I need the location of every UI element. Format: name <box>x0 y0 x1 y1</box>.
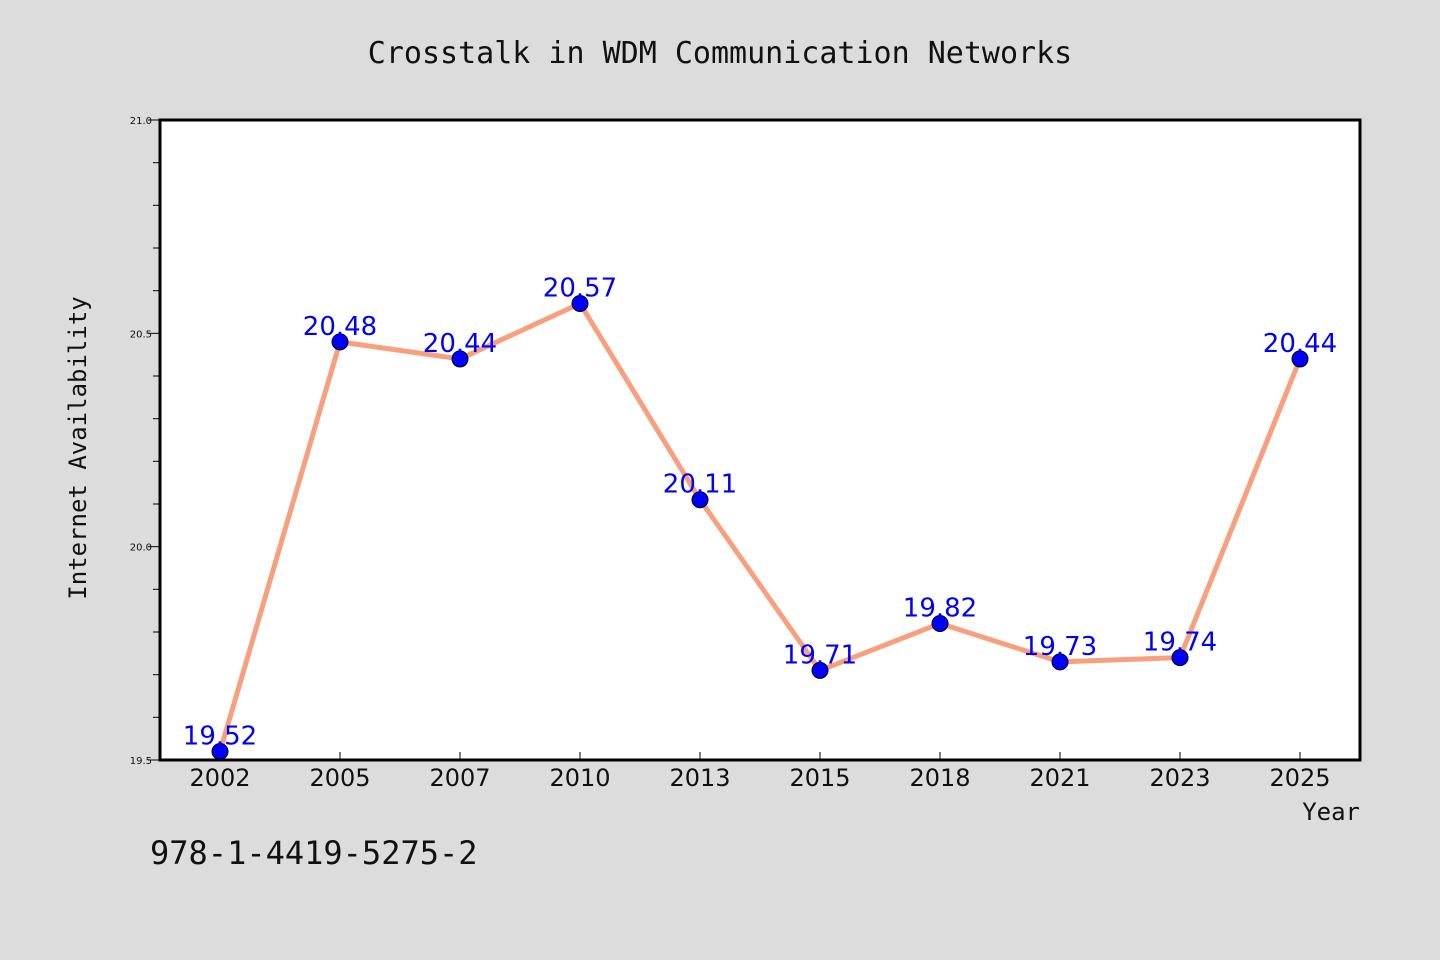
x-tick-label: 2025 <box>1269 764 1330 792</box>
x-tick-label: 2007 <box>429 764 490 792</box>
data-label: 19.52 <box>183 721 257 751</box>
y-tick-label: 19.5 <box>130 756 152 767</box>
data-point <box>1051 653 1069 671</box>
y-axis-label: Internet Availability <box>64 296 92 599</box>
data-label: 19.71 <box>783 640 857 670</box>
x-tick-label: 2023 <box>1149 764 1210 792</box>
x-tick-label: 2002 <box>189 764 250 792</box>
y-tick-label: 20.5 <box>130 329 152 340</box>
x-tick-label: 2018 <box>909 764 970 792</box>
chart-title: Crosstalk in WDM Communication Networks <box>368 36 1072 71</box>
x-tick-label: 2015 <box>789 764 850 792</box>
data-point <box>931 614 949 632</box>
data-label: 19.82 <box>903 593 977 623</box>
plot-area <box>160 120 1360 760</box>
data-label: 20.44 <box>423 329 497 359</box>
data-point <box>811 661 829 679</box>
series-line <box>217 300 1303 754</box>
data-label: 20.57 <box>543 273 617 303</box>
data-label: 19.74 <box>1143 628 1217 658</box>
data-label: 20.44 <box>1263 329 1337 359</box>
x-tick-label: 2021 <box>1029 764 1090 792</box>
data-point <box>331 333 349 351</box>
data-point <box>571 294 589 312</box>
x-tick-label: 2013 <box>669 764 730 792</box>
x-tick-label: 2010 <box>549 764 610 792</box>
x-tick-label: 2005 <box>309 764 370 792</box>
y-tick-label: 20.0 <box>130 543 152 554</box>
data-point <box>451 350 469 368</box>
x-axis-ticks: 2002 2005 2007 2010 2013 2015 2018 2021 2023 2025 <box>189 752 1331 792</box>
data-point <box>1171 649 1189 667</box>
data-label: 19.73 <box>1023 632 1097 662</box>
data-label-layer: 19.52 20.48 20.44 20.57 20.11 19.71 19.82 19.73… <box>183 273 1337 751</box>
plot-frame <box>158 118 1362 762</box>
series-layer <box>211 294 1309 760</box>
data-point <box>1291 350 1309 368</box>
data-label: 20.48 <box>303 312 377 342</box>
data-label: 20.11 <box>663 470 737 500</box>
x-axis-label: Year <box>1302 798 1360 826</box>
data-point <box>691 491 709 509</box>
isbn-annotation: 978-1-4419-5275-2 <box>150 834 478 872</box>
y-tick-label: 21.0 <box>130 116 152 127</box>
